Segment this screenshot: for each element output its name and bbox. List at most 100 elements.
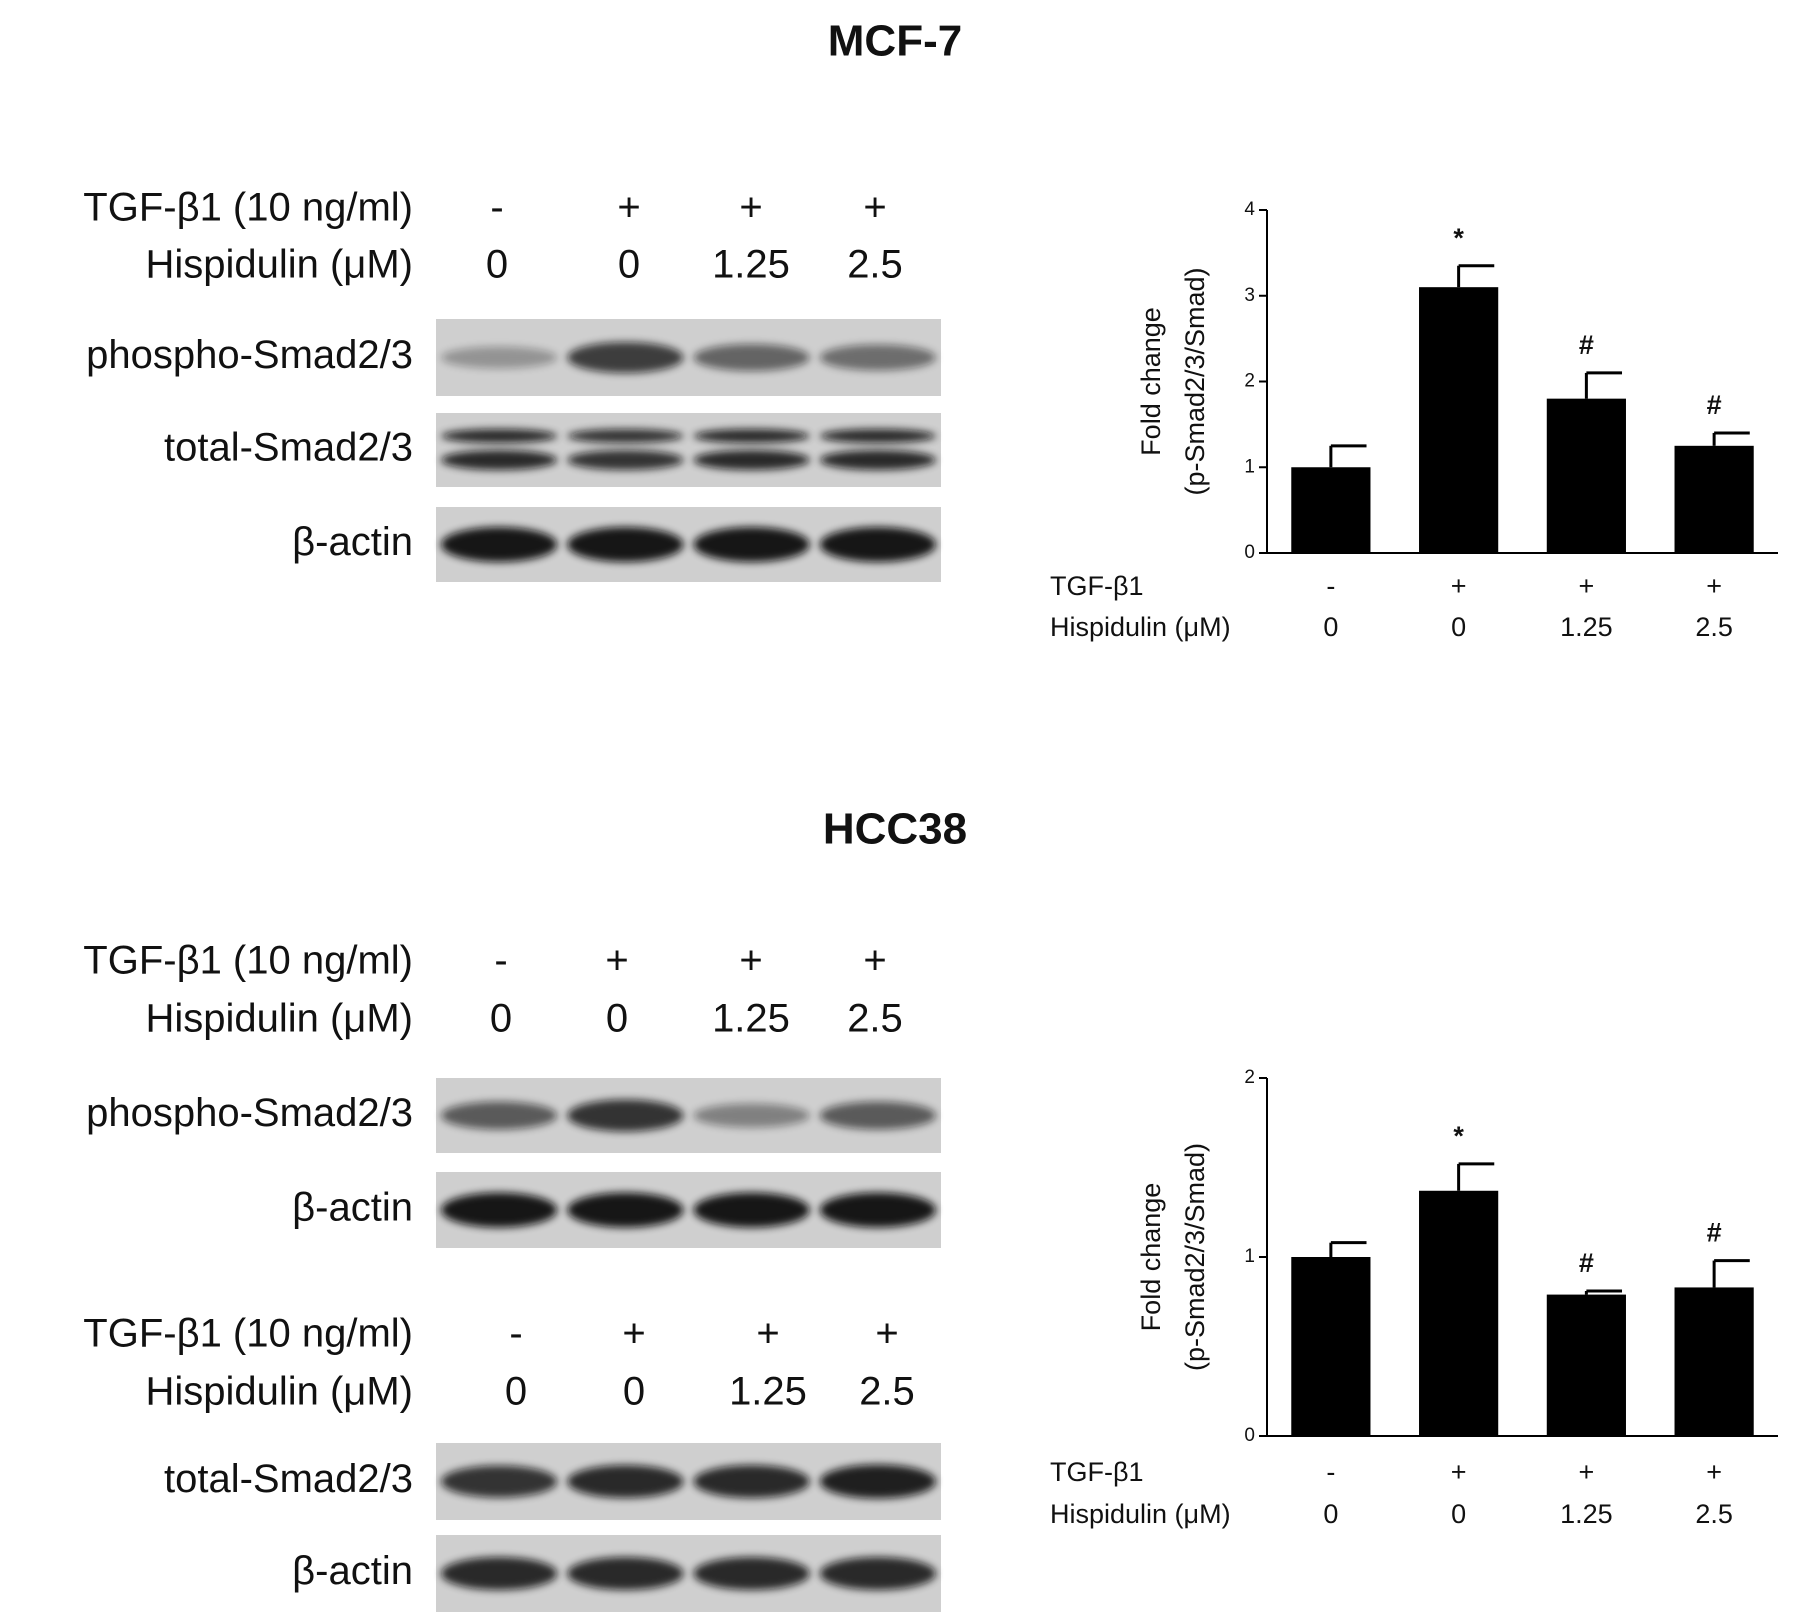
blot-band [567, 429, 684, 443]
y-tick-label: 1 [1244, 1246, 1255, 1267]
x-row-label: Hispidulin (μM) [1050, 612, 1231, 642]
lane-label: + [863, 939, 886, 983]
lane-label: 0 [505, 1370, 527, 1414]
y-axis-label: (p-Smad2/3/Smad) [1180, 1143, 1210, 1371]
bar [1674, 445, 1754, 553]
blot-band [693, 1103, 810, 1128]
lane-label: - [494, 939, 507, 983]
condition-label: Hispidulin (μM) [145, 997, 413, 1041]
lane-label: - [490, 186, 503, 230]
significance-mark: # [1579, 330, 1594, 360]
lane-label: 2.5 [847, 997, 903, 1041]
x-row-label: TGF-β1 [1050, 571, 1144, 601]
panel-title: HCC38 [823, 805, 967, 854]
condition-label: Hispidulin (μM) [145, 243, 413, 287]
x-tick-label: 1.25 [1560, 612, 1613, 642]
blot-band [441, 346, 558, 369]
y-tick-label: 0 [1244, 542, 1255, 563]
lane-label: 1.25 [712, 243, 790, 287]
blot-band [819, 450, 936, 470]
x-tick-label: - [1326, 571, 1335, 601]
y-axis-label: Fold change [1136, 307, 1166, 456]
lane-label: 0 [618, 243, 640, 287]
blot-band [567, 527, 684, 562]
blot-label: phospho-Smad2/3 [86, 1091, 413, 1135]
blot-band [819, 1101, 936, 1130]
bar [1546, 1294, 1626, 1436]
blot-label: total-Smad2/3 [164, 1457, 413, 1501]
y-tick-label: 3 [1244, 285, 1255, 306]
blot-band [567, 1557, 684, 1590]
bar [1291, 1257, 1371, 1436]
bar [1546, 398, 1626, 553]
blot-band [819, 527, 936, 562]
blot-band [693, 1192, 810, 1228]
lane-label: 1.25 [712, 997, 790, 1041]
lane-label: + [739, 186, 762, 230]
x-tick-label: + [1706, 1457, 1722, 1487]
blot-band [441, 527, 558, 562]
blot-band [441, 450, 558, 470]
blot-band [693, 1557, 810, 1590]
x-tick-label: 2.5 [1695, 612, 1733, 642]
y-tick-label: 2 [1244, 371, 1255, 392]
lane-label: + [739, 939, 762, 983]
lane-label: 2.5 [847, 243, 903, 287]
lane-label: + [863, 186, 886, 230]
lane-label: + [875, 1312, 898, 1356]
x-tick-label: + [1451, 571, 1467, 601]
blot-label: phospho-Smad2/3 [86, 333, 413, 377]
y-tick-label: 1 [1244, 456, 1255, 477]
y-axis-label: Fold change [1136, 1183, 1166, 1332]
blot-band [567, 342, 684, 373]
blot-band [441, 1557, 558, 1590]
bar [1419, 287, 1499, 553]
significance-mark: # [1707, 390, 1722, 420]
x-tick-label: 0 [1323, 1499, 1338, 1529]
blot-label: β-actin [292, 1549, 413, 1593]
x-tick-label: - [1326, 1457, 1335, 1487]
lane-label: 2.5 [859, 1370, 915, 1414]
x-tick-label: + [1451, 1457, 1467, 1487]
significance-mark: # [1707, 1218, 1722, 1248]
x-tick-label: 0 [1323, 612, 1338, 642]
x-row-label: TGF-β1 [1050, 1457, 1144, 1487]
condition-label: TGF-β1 (10 ng/ml) [83, 939, 413, 983]
blot-membrane [436, 413, 941, 487]
x-tick-label: + [1578, 571, 1594, 601]
y-tick-label: 2 [1244, 1067, 1255, 1088]
x-tick-label: 2.5 [1695, 1499, 1733, 1529]
blot-band [441, 1465, 558, 1498]
blot-band [441, 1192, 558, 1228]
lane-label: 0 [623, 1370, 645, 1414]
x-row-label: Hispidulin (μM) [1050, 1499, 1231, 1529]
lane-label: 0 [606, 997, 628, 1041]
blot-band [819, 344, 936, 371]
lane-label: 0 [490, 997, 512, 1041]
blot-band [567, 1099, 684, 1132]
bar [1419, 1190, 1499, 1436]
lane-label: + [617, 186, 640, 230]
blot-band [567, 450, 684, 470]
x-tick-label: + [1706, 571, 1722, 601]
blot-band [693, 1465, 810, 1498]
blot-label: β-actin [292, 520, 413, 564]
x-tick-label: 1.25 [1560, 1499, 1613, 1529]
y-tick-label: 4 [1244, 199, 1255, 220]
lane-label: 1.25 [729, 1370, 807, 1414]
condition-label: Hispidulin (μM) [145, 1370, 413, 1414]
x-tick-label: 0 [1451, 1499, 1466, 1529]
blot-band [567, 1465, 684, 1498]
bar [1291, 467, 1371, 553]
blot-label: β-actin [292, 1186, 413, 1230]
significance-mark: * [1453, 223, 1464, 253]
blot-band [441, 429, 558, 443]
blot-band [693, 429, 810, 443]
lane-label: 0 [486, 243, 508, 287]
lane-label: + [756, 1312, 779, 1356]
blot-band [693, 450, 810, 470]
x-tick-label: + [1578, 1457, 1594, 1487]
significance-mark: * [1453, 1121, 1464, 1151]
